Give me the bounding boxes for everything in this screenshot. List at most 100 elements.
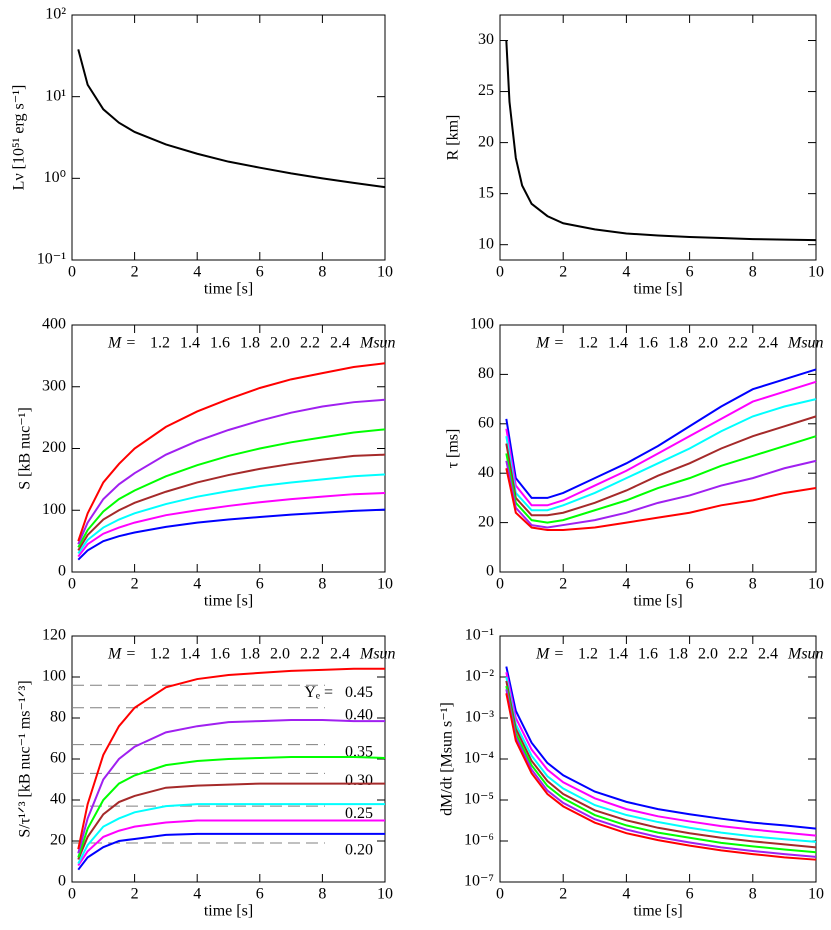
x-tick-label: 0 xyxy=(68,886,76,903)
data-line xyxy=(77,362,386,542)
y-tick-label: 10¹ xyxy=(45,87,66,104)
data-line xyxy=(77,428,386,548)
y-tick-label: 0 xyxy=(58,563,66,580)
y-tick-label: 10⁻¹ xyxy=(465,627,494,644)
y-tick-label: 120 xyxy=(42,627,66,644)
y-axis-label: τ [ms] xyxy=(445,429,462,469)
panel: 0 2 4 6 8 10 10 15 20 25 30 time [s] R [km] xyxy=(445,14,824,298)
legend-entry: 2.4 xyxy=(758,335,778,352)
legend-entry: 2.2 xyxy=(728,646,748,663)
plot-frame xyxy=(71,324,386,573)
y-axis-label: Lν [10⁵¹ erg s⁻¹] xyxy=(11,85,28,191)
legend-entry: 1.6 xyxy=(638,335,658,352)
data-line xyxy=(77,508,386,561)
legend-prefix: M = xyxy=(535,335,564,352)
data-line xyxy=(505,666,817,830)
data-line xyxy=(77,755,386,858)
legend-suffix: Msun xyxy=(359,646,396,663)
data-line xyxy=(505,380,817,507)
x-tick-label: 10 xyxy=(377,576,393,593)
y-tick-label: 400 xyxy=(42,316,66,333)
y-tick-label: 10⁻² xyxy=(465,668,494,685)
x-axis-label: time [s] xyxy=(204,593,253,610)
x-tick-label: 0 xyxy=(496,264,504,281)
y-tick-label: 10² xyxy=(45,6,66,23)
panel: 0 2 4 6 8 10 10⁻¹ 10⁰ 10¹ 10² time [s] Lν [10⁵¹ erg… xyxy=(11,6,393,298)
x-tick-label: 4 xyxy=(622,886,630,903)
legend-entry: 1.8 xyxy=(668,335,688,352)
legend-entry: 1.2 xyxy=(578,335,598,352)
data-line xyxy=(505,415,817,517)
data-line xyxy=(505,40,817,242)
x-tick-label: 4 xyxy=(193,264,201,281)
y-tick-label: 100 xyxy=(470,316,494,333)
x-tick-label: 4 xyxy=(193,886,201,903)
x-tick-label: 4 xyxy=(622,576,630,593)
ye-label: 0.20 xyxy=(345,842,373,859)
y-tick-label: 30 xyxy=(478,31,494,48)
legend-entry: 1.4 xyxy=(180,335,200,352)
ye-label: 0.45 xyxy=(345,684,373,701)
x-tick-label: 6 xyxy=(686,886,694,903)
y-tick-label: 10⁻⁴ xyxy=(464,750,494,767)
y-axis-label: R [km] xyxy=(445,115,462,161)
x-tick-label: 4 xyxy=(193,576,201,593)
x-axis-label: time [s] xyxy=(204,903,253,920)
y-tick-label: 60 xyxy=(478,414,494,431)
data-line xyxy=(77,49,386,189)
legend-suffix: Msun xyxy=(787,335,824,352)
x-tick-label: 2 xyxy=(131,886,139,903)
data-line xyxy=(505,685,817,854)
y-tick-label: 10⁻⁵ xyxy=(464,791,494,808)
legend-entry: 2.0 xyxy=(270,646,290,663)
y-tick-label: 20 xyxy=(50,832,66,849)
data-line xyxy=(505,672,817,837)
x-tick-label: 0 xyxy=(496,576,504,593)
legend-entry: 1.2 xyxy=(150,335,170,352)
x-tick-label: 8 xyxy=(318,886,326,903)
x-tick-label: 6 xyxy=(256,886,264,903)
legend-entry: 1.4 xyxy=(608,335,628,352)
y-tick-label: 80 xyxy=(478,365,494,382)
x-tick-label: 0 xyxy=(496,886,504,903)
data-line xyxy=(505,398,817,512)
x-tick-label: 2 xyxy=(131,264,139,281)
legend-entry: 1.6 xyxy=(638,646,658,663)
data-line xyxy=(505,468,817,532)
y-tick-label: 40 xyxy=(478,464,494,481)
x-tick-label: 10 xyxy=(377,264,393,281)
plot-frame xyxy=(71,14,386,261)
x-tick-label: 0 xyxy=(68,576,76,593)
x-axis-label: time [s] xyxy=(204,281,253,298)
x-tick-label: 2 xyxy=(559,264,567,281)
data-line xyxy=(77,819,385,867)
plot-frame xyxy=(499,635,817,883)
y-axis-label: S [kB nuc⁻¹] xyxy=(17,407,34,490)
data-line xyxy=(505,459,817,529)
y-tick-label: 10⁻⁷ xyxy=(464,873,494,890)
y-axis-label: dM/dt [Msun s⁻¹] xyxy=(439,702,456,816)
legend-suffix: Msun xyxy=(359,335,396,352)
x-tick-label: 10 xyxy=(808,576,824,593)
legend-suffix: Msun xyxy=(787,646,824,663)
plot-frame xyxy=(499,324,817,573)
x-tick-label: 6 xyxy=(686,576,694,593)
x-tick-label: 2 xyxy=(131,576,139,593)
legend-entry: 1.4 xyxy=(608,646,628,663)
legend-entry: 1.2 xyxy=(578,646,598,663)
y-tick-label: 40 xyxy=(50,791,66,808)
data-line xyxy=(77,453,386,551)
legend-entry: 2.2 xyxy=(300,335,320,352)
y-tick-label: 10⁻¹ xyxy=(37,251,66,268)
x-tick-label: 6 xyxy=(256,576,264,593)
y-tick-label: 60 xyxy=(50,750,66,767)
x-tick-label: 8 xyxy=(749,886,757,903)
data-line xyxy=(77,491,386,558)
y-tick-label: 25 xyxy=(478,82,494,99)
ye-annotation: Yₑ = xyxy=(304,684,333,701)
legend-entry: 1.6 xyxy=(210,335,230,352)
legend-prefix: M = xyxy=(107,646,136,663)
